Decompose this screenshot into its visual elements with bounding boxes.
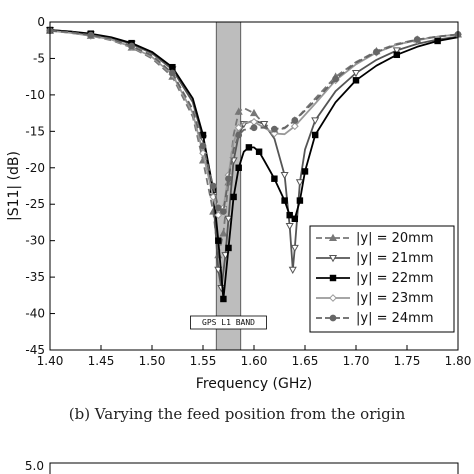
data-point (291, 215, 299, 223)
series-1 (45, 26, 463, 259)
y-tick-label: -35 (25, 270, 45, 284)
data-point (285, 223, 294, 231)
data-point (260, 120, 269, 129)
data-point (271, 175, 278, 182)
legend-marker (328, 233, 338, 242)
y-tick-label: -25 (25, 197, 45, 211)
data-point (224, 215, 233, 224)
data-point (413, 36, 421, 43)
data-point (219, 229, 228, 237)
x-tick-label: 1.45 (88, 354, 115, 368)
data-point (373, 48, 380, 56)
data-point (209, 182, 217, 190)
data-point (214, 211, 223, 220)
band-label-box: GPS L1 BAND (190, 315, 267, 330)
legend-marker (329, 314, 337, 322)
data-point (245, 144, 253, 151)
x-tick-label: 1.80 (445, 354, 472, 368)
legend-label: |y| = 24mm (356, 311, 433, 326)
bottom-chart-partial: 5.0 (25, 459, 459, 474)
legend-marker (328, 254, 338, 263)
x-tick-label: 1.75 (394, 354, 421, 368)
data-point (169, 63, 176, 71)
data-point (250, 124, 258, 132)
data-point (332, 75, 339, 83)
data-point (235, 164, 242, 171)
data-point (215, 237, 222, 244)
y-axis-label: |S11| (dB) (6, 151, 22, 221)
y-ticks: 0 -5 -10 -15 -20 -25 -30 -35 -40 -45 (25, 15, 55, 357)
y-tick-label: -30 (25, 234, 45, 248)
series-3 (46, 26, 459, 303)
x-ticks: 1.40 1.45 1.50 1.55 1.60 1.65 1.70 1.75 1.80 (37, 345, 472, 368)
data-point (209, 193, 218, 201)
x-tick-label: 1.50 (139, 354, 166, 368)
data-point (290, 244, 299, 253)
data-point (434, 37, 441, 45)
data-point (290, 122, 299, 131)
legend-label: |y| = 20mm (356, 231, 433, 246)
data-point (311, 131, 319, 139)
data-point (234, 123, 243, 132)
band-label: GPS L1 BAND (202, 318, 255, 327)
y-tick-label: -45 (25, 343, 45, 357)
data-point (214, 204, 222, 212)
data-point (220, 208, 227, 215)
y-tick-label: -5 (33, 51, 45, 65)
data-point (235, 131, 243, 139)
bottom-chart-ytick: 5.0 (25, 459, 44, 473)
legend-label: |y| = 21mm (356, 251, 433, 266)
data-point (352, 77, 360, 84)
data-point (281, 197, 288, 204)
data-point (234, 107, 243, 115)
data-point (351, 69, 361, 78)
y-tick-label: 0 (37, 15, 45, 29)
series-layer (45, 26, 463, 303)
data-point (230, 193, 237, 201)
y-tick-label: -15 (25, 124, 45, 138)
legend-label: |y| = 23mm (356, 291, 433, 306)
legend-marker (329, 294, 337, 302)
data-point (128, 42, 135, 50)
x-tick-label: 1.60 (241, 354, 268, 368)
data-point (249, 108, 259, 117)
y-tick-label: -40 (25, 307, 45, 321)
data-point (225, 175, 232, 183)
figure-caption: (b) Varying the feed position from the o… (68, 405, 406, 423)
series-line (49, 29, 459, 257)
legend: |y| = 20mm |y| = 21mm |y| = 22mm |y| = 23mm… (309, 225, 455, 333)
x-tick-label: 1.70 (343, 354, 370, 368)
data-point (271, 125, 278, 133)
data-point (295, 179, 304, 187)
data-point (225, 244, 232, 252)
y-tick-label: -20 (25, 161, 45, 175)
data-point (392, 47, 401, 55)
data-point (393, 51, 401, 59)
legend-marker (329, 274, 337, 282)
x-tick-label: 1.65 (292, 354, 319, 368)
y-tick-label: -10 (25, 88, 45, 102)
data-point (288, 266, 297, 275)
data-point (87, 31, 95, 39)
data-point (280, 172, 289, 180)
data-point (255, 148, 263, 155)
data-point (169, 69, 176, 77)
x-tick-label: 1.55 (190, 354, 217, 368)
x-axis-label: Frequency (GHz) (196, 376, 312, 392)
x-tick-label: 1.40 (37, 354, 64, 368)
data-point (301, 168, 309, 175)
legend-label: |y| = 22mm (356, 271, 433, 286)
data-point (296, 197, 304, 204)
bottom-chart-frame (49, 462, 459, 474)
data-point (286, 211, 293, 219)
data-point (199, 142, 207, 150)
data-point (291, 117, 299, 124)
data-point (220, 295, 227, 303)
data-point (311, 117, 320, 125)
